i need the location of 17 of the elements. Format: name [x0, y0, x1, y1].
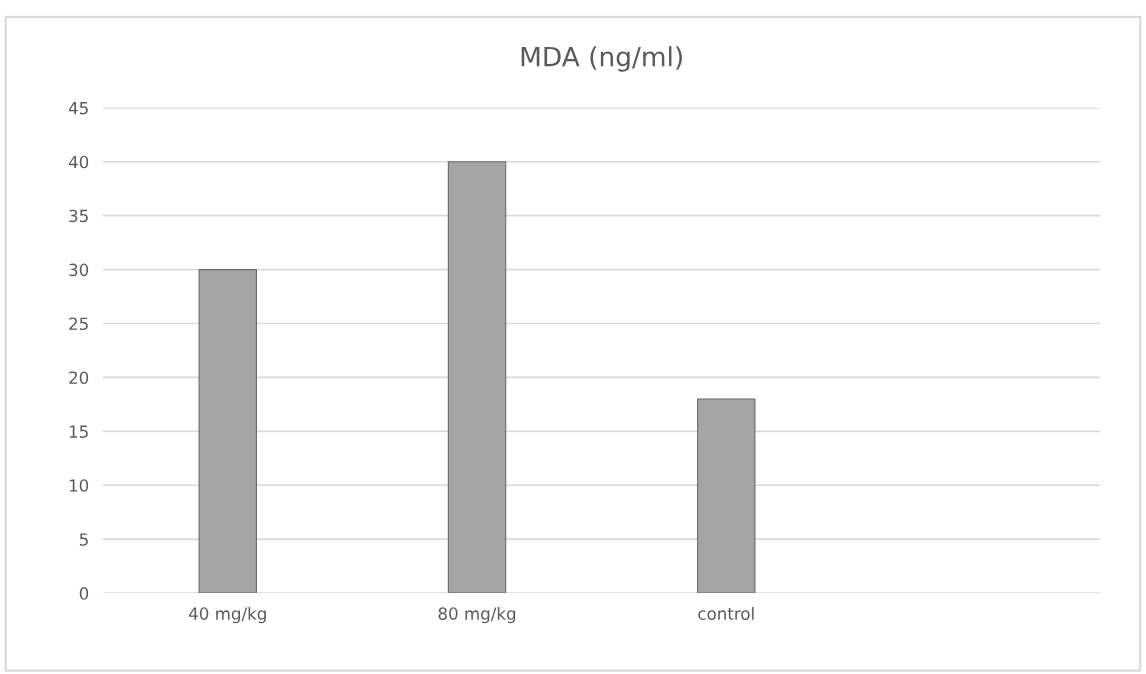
y-tick-label: 25 [69, 317, 88, 331]
y-tick-label: 0 [79, 587, 89, 600]
bar [697, 398, 756, 594]
y-tick-label: 10 [69, 479, 89, 492]
y-tick-label: 30 [69, 263, 89, 277]
y-tick-label: 40 [68, 155, 89, 169]
y-tick-label: 5 [79, 533, 88, 546]
x-tick-label: control [698, 607, 754, 620]
x-tick-label: 40 mg/kg [189, 607, 266, 624]
y-tick-label: 45 [68, 102, 88, 115]
y-tick-label: 20 [69, 371, 89, 385]
x-tick-label: 80 mg/kg [438, 607, 516, 624]
chart-title: MDA (ng/ml) [521, 46, 682, 72]
y-tick-label: 35 [69, 209, 88, 223]
y-tick-label: 15 [69, 425, 88, 438]
bar [198, 269, 257, 594]
bar [447, 161, 507, 594]
